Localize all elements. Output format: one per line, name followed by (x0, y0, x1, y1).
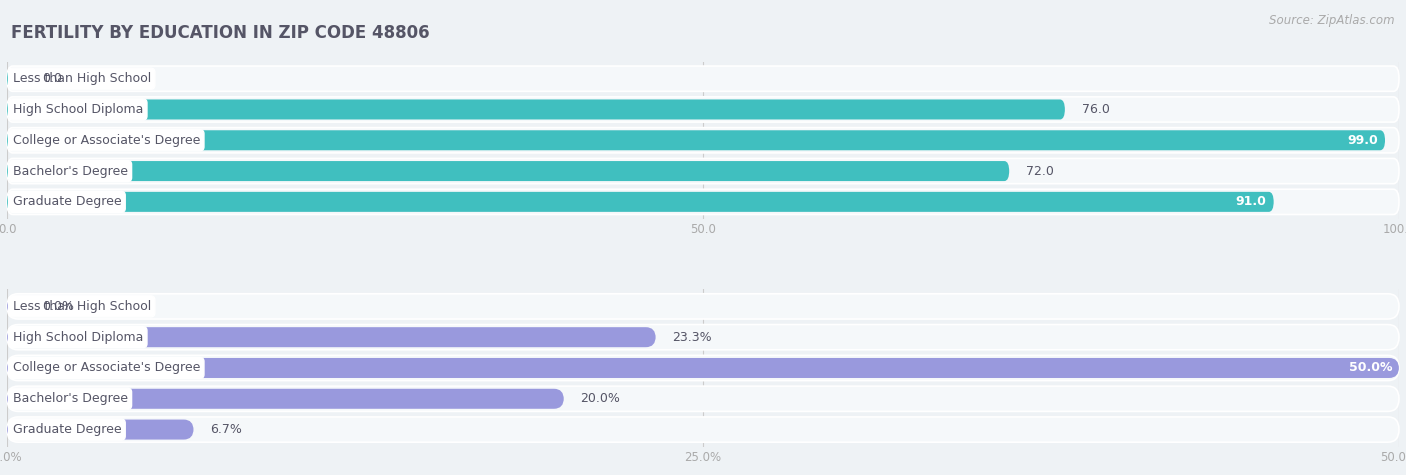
FancyBboxPatch shape (7, 192, 1274, 212)
Text: 76.0: 76.0 (1081, 103, 1109, 116)
FancyBboxPatch shape (7, 419, 194, 439)
FancyBboxPatch shape (7, 417, 1399, 442)
Text: 91.0: 91.0 (1236, 195, 1267, 209)
Text: 72.0: 72.0 (1026, 164, 1054, 178)
FancyBboxPatch shape (7, 355, 1399, 380)
Text: 20.0%: 20.0% (581, 392, 620, 405)
Text: Bachelor's Degree: Bachelor's Degree (13, 392, 128, 405)
FancyBboxPatch shape (7, 161, 1010, 181)
Text: 50.0%: 50.0% (1348, 361, 1392, 374)
FancyBboxPatch shape (7, 189, 1399, 215)
FancyBboxPatch shape (7, 130, 1385, 150)
FancyBboxPatch shape (7, 386, 1399, 411)
Text: Less than High School: Less than High School (13, 300, 150, 313)
FancyBboxPatch shape (7, 159, 1399, 184)
FancyBboxPatch shape (7, 66, 1399, 91)
Text: High School Diploma: High School Diploma (13, 331, 143, 344)
FancyBboxPatch shape (7, 128, 1399, 153)
FancyBboxPatch shape (7, 97, 1399, 122)
Text: FERTILITY BY EDUCATION IN ZIP CODE 48806: FERTILITY BY EDUCATION IN ZIP CODE 48806 (11, 24, 430, 42)
FancyBboxPatch shape (7, 99, 1064, 120)
FancyBboxPatch shape (7, 324, 1399, 350)
FancyBboxPatch shape (7, 327, 655, 347)
FancyBboxPatch shape (7, 294, 1399, 319)
FancyBboxPatch shape (7, 296, 24, 316)
Text: Less than High School: Less than High School (13, 72, 150, 85)
Text: 23.3%: 23.3% (672, 331, 711, 344)
Text: Graduate Degree: Graduate Degree (13, 195, 121, 209)
Text: Graduate Degree: Graduate Degree (13, 423, 121, 436)
FancyBboxPatch shape (7, 389, 564, 409)
Text: Source: ZipAtlas.com: Source: ZipAtlas.com (1270, 14, 1395, 27)
Text: 99.0: 99.0 (1347, 134, 1378, 147)
Text: Bachelor's Degree: Bachelor's Degree (13, 164, 128, 178)
Text: 6.7%: 6.7% (211, 423, 242, 436)
Text: 0.0: 0.0 (42, 72, 62, 85)
FancyBboxPatch shape (7, 358, 1399, 378)
Text: 0.0%: 0.0% (42, 300, 75, 313)
FancyBboxPatch shape (7, 69, 24, 89)
Text: College or Associate's Degree: College or Associate's Degree (13, 134, 200, 147)
Text: College or Associate's Degree: College or Associate's Degree (13, 361, 200, 374)
Text: High School Diploma: High School Diploma (13, 103, 143, 116)
